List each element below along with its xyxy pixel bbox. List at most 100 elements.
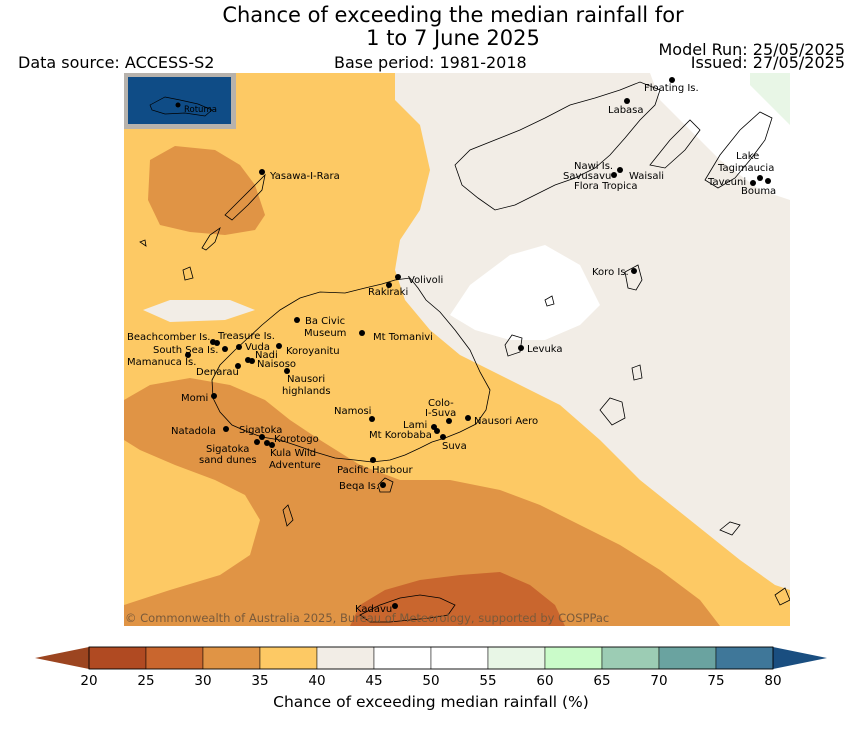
colorbar-tick-label: 20	[80, 673, 98, 689]
zone-45-55-north	[650, 73, 790, 200]
zone-30-35-north	[148, 146, 265, 235]
koroyanitu-marker	[276, 343, 282, 349]
baciv-label-line1: Ba Civic	[305, 316, 345, 327]
korobaba-label: Mt Korobaba	[369, 430, 432, 441]
nawi-label: Nawi Is.	[574, 161, 613, 172]
naisoso-label: Naisoso	[257, 359, 296, 370]
southsea-marker	[222, 346, 228, 352]
namosi-label: Namosi	[334, 406, 371, 417]
issued-label: Issued: 27/05/2025	[690, 53, 845, 72]
labasa-label: Labasa	[608, 105, 644, 116]
rotuma-marker	[175, 102, 181, 108]
savusavu-label: Savusavu	[563, 171, 611, 182]
baciv-label-line2: Museum	[304, 328, 346, 339]
tomanivi-marker	[359, 330, 365, 336]
colorbar-tick-label: 45	[365, 673, 383, 689]
levuka-label: Levuka	[527, 344, 563, 355]
kadavu-label: Kadavu	[355, 604, 392, 615]
colorbar-segment	[259, 646, 318, 670]
lami-label: Lami	[403, 420, 427, 431]
colorbar-tick-label: 75	[707, 673, 725, 689]
lake-marker	[757, 175, 763, 181]
rakiraki-label: Rakiraki	[368, 287, 408, 298]
colorbar-high-arrow	[773, 647, 827, 669]
tomanivi-label: Mt Tomanivi	[373, 332, 433, 343]
treasure-marker	[214, 340, 220, 346]
beqa-marker	[380, 482, 386, 488]
suva-label: Suva	[442, 441, 467, 452]
zone-30-35-south	[124, 378, 720, 626]
bouma-marker	[765, 178, 771, 184]
koroyanitu-label: Koroyanitu	[286, 346, 340, 357]
colo-marker	[446, 418, 452, 424]
volivoli-label: Volivoli	[408, 275, 443, 286]
naisoso-marker	[249, 358, 255, 364]
coastlines	[139, 81, 790, 623]
denarau-label: Denarau	[196, 367, 239, 378]
sigdunes-marker	[254, 439, 260, 445]
korotogo-marker	[264, 440, 270, 446]
colorbar-low-arrow	[35, 647, 89, 669]
bouma-label: Bouma	[741, 186, 776, 197]
koro-marker	[631, 268, 637, 274]
zone-55-60	[750, 73, 790, 125]
yasawa-label: Yasawa-I-Rara	[269, 171, 340, 182]
taveuni-marker	[750, 180, 756, 186]
volivoli-marker	[395, 274, 401, 280]
rotuma-label: Rotuma	[184, 105, 217, 115]
sigatoka-label: Sigatoka	[239, 425, 282, 436]
rakiraki-marker	[386, 282, 392, 288]
lake-label-line1: Lake	[736, 151, 759, 162]
kadavu-marker	[392, 603, 398, 609]
nadi-label: Nadi	[255, 350, 278, 361]
colo-label-line2: I-Suva	[425, 408, 456, 419]
floating-label: Floating Is.	[644, 83, 699, 94]
sigatoka-marker	[259, 434, 265, 440]
momi-label: Momi	[181, 393, 208, 404]
zone-25-30-south	[350, 572, 565, 626]
sigdunes-label-line1: Sigatoka	[206, 444, 249, 455]
colorbar-tick-label: 35	[251, 673, 269, 689]
suva-marker	[440, 434, 446, 440]
colorbar-tick-label: 65	[593, 673, 611, 689]
colorbar-segment	[544, 646, 603, 670]
levuka-marker	[518, 345, 524, 351]
base-period-label: Base period: 1981-2018	[334, 53, 527, 72]
korotogo-label: Korotogo	[274, 434, 319, 445]
colorbar-outline	[88, 646, 774, 670]
place-markers	[185, 77, 771, 609]
colorbar-segment	[715, 646, 774, 670]
map-title-line2: 1 to 7 June 2025	[366, 26, 540, 50]
yasawa-marker	[259, 169, 265, 175]
colorbar-segment	[373, 646, 432, 670]
flora-label: Flora Tropica	[574, 181, 637, 192]
colorbar-tick-label: 25	[137, 673, 155, 689]
colorbar-title: Chance of exceeding median rainfall (%)	[273, 693, 589, 711]
zone-40-45	[395, 73, 790, 590]
colorbar-tick-label: 60	[536, 673, 554, 689]
colorbar-segment	[601, 646, 660, 670]
colorbar-tick-label: 80	[764, 673, 782, 689]
rotuma-coast	[149, 96, 213, 117]
zone-40-45-west	[143, 300, 255, 322]
colorbar-segment	[658, 646, 717, 670]
nausoriaero-marker	[465, 415, 471, 421]
savusavu-marker	[611, 172, 617, 178]
momi-marker	[211, 393, 217, 399]
colorbar-tick-label: 30	[194, 673, 212, 689]
pacharbour-label: Pacific Harbour	[337, 465, 414, 476]
inset-rotuma-map	[128, 77, 231, 124]
waisali-label: Waisali	[629, 171, 664, 182]
vuda-marker	[236, 344, 242, 350]
korobaba-marker	[434, 428, 440, 434]
copyright-text: © Commonwealth of Australia 2025, Bureau…	[125, 611, 609, 625]
pacharbour-marker	[370, 457, 376, 463]
beachcomber-label: Beachcomber Is.	[127, 332, 210, 343]
mamanuca-marker	[185, 352, 191, 358]
data-source-label: Data source: ACCESS-S2	[18, 53, 215, 72]
colorbar-segment	[202, 646, 261, 670]
nausori-label-line2: highlands	[282, 386, 331, 397]
nausori-highlands-marker	[284, 368, 290, 374]
place-labels: Floating Is. Labasa Nawi Is. Savusavu Wa…	[127, 83, 776, 615]
map-title-line1: Chance of exceeding the median rainfall …	[222, 3, 684, 27]
